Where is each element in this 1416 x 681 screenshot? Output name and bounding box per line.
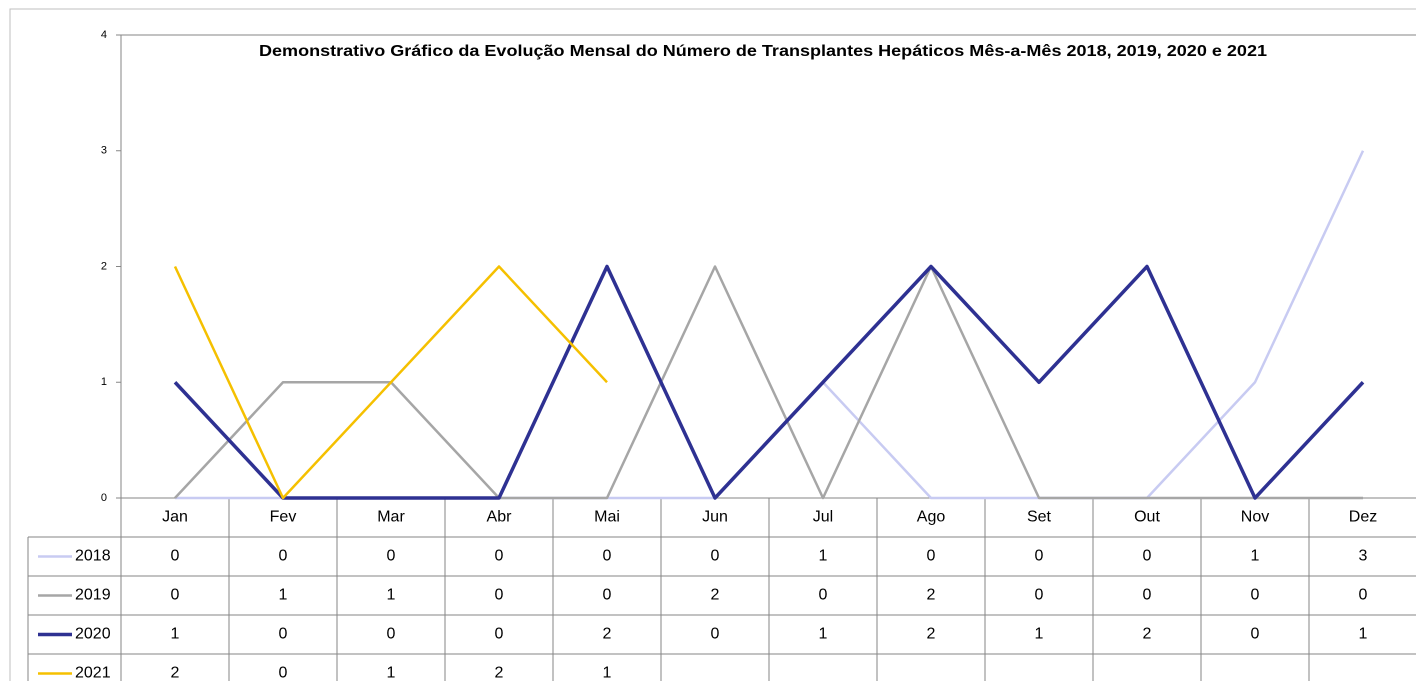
y-tick-label: 3	[101, 145, 107, 157]
x-tick-label: Abr	[487, 509, 513, 526]
table-value: 0	[495, 587, 504, 604]
chart-title: Demonstrativo Gráfico da Evolução Mensal…	[259, 43, 1267, 60]
table-value: 1	[171, 626, 180, 643]
x-tick-label: Mar	[377, 509, 405, 526]
table-value: 2	[711, 587, 720, 604]
table-value: 3	[1359, 548, 1368, 565]
series-line	[175, 150, 1365, 500]
series-line	[173, 264, 1365, 500]
table-value: 0	[495, 548, 504, 565]
table-value: 1	[1251, 548, 1260, 565]
x-tick-label: Ago	[917, 509, 946, 526]
y-tick-label: 4	[101, 29, 107, 41]
table-value: 0	[1035, 548, 1044, 565]
table-value: 0	[387, 548, 396, 565]
table-value: 0	[1251, 587, 1260, 604]
y-tick-label: 1	[101, 376, 107, 388]
table-value: 0	[711, 548, 720, 565]
legend-label: 2021	[75, 665, 111, 681]
table-value: 1	[819, 626, 828, 643]
x-tick-label: Jun	[702, 509, 728, 526]
table-value: 0	[279, 626, 288, 643]
table-value: 0	[1035, 587, 1044, 604]
table-value: 2	[927, 587, 936, 604]
x-tick-label: Mai	[594, 509, 620, 526]
table-value: 0	[279, 548, 288, 565]
chart-frame	[9, 8, 1416, 681]
table-value: 1	[1035, 626, 1044, 643]
x-tick-label: Nov	[1241, 509, 1269, 526]
series-line	[173, 265, 608, 500]
series-line	[174, 265, 1363, 500]
table-value: 2	[171, 665, 180, 681]
table-value: 0	[171, 587, 180, 604]
x-tick-label: Out	[1134, 509, 1160, 526]
table-value: 0	[819, 587, 828, 604]
x-tick-label: Fev	[270, 509, 297, 526]
table-value: 1	[279, 587, 288, 604]
table-value: 0	[603, 587, 612, 604]
legend-label: 2020	[75, 626, 111, 643]
table-value: 0	[387, 626, 396, 643]
table-value: 0	[279, 665, 288, 681]
table-value: 1	[387, 587, 396, 604]
x-tick-label: Set	[1027, 509, 1052, 526]
table-value: 1	[1359, 626, 1368, 643]
table-value: 2	[927, 626, 936, 643]
y-tick-label: 0	[101, 492, 107, 504]
table-value: 0	[603, 548, 612, 565]
table-value: 0	[927, 548, 936, 565]
x-tick-label: Dez	[1349, 509, 1377, 526]
legend-label: 2018	[75, 548, 111, 565]
table-value: 0	[1143, 548, 1152, 565]
table-value: 0	[495, 626, 504, 643]
table-value: 0	[1359, 587, 1368, 604]
table-value: 2	[495, 665, 504, 681]
x-tick-label: Jul	[813, 509, 833, 526]
table-value: 2	[603, 626, 612, 643]
table-value: 2	[1143, 626, 1152, 643]
table-value: 1	[603, 665, 612, 681]
table-value: 0	[711, 626, 720, 643]
table-value: 1	[387, 665, 396, 681]
table-value: 1	[819, 548, 828, 565]
x-tick-label: Jan	[162, 509, 188, 526]
y-tick-label: 2	[101, 260, 107, 272]
table-value: 0	[1143, 587, 1152, 604]
legend-label: 2019	[75, 587, 111, 604]
table-value: 0	[1251, 626, 1260, 643]
table-value: 0	[171, 548, 180, 565]
